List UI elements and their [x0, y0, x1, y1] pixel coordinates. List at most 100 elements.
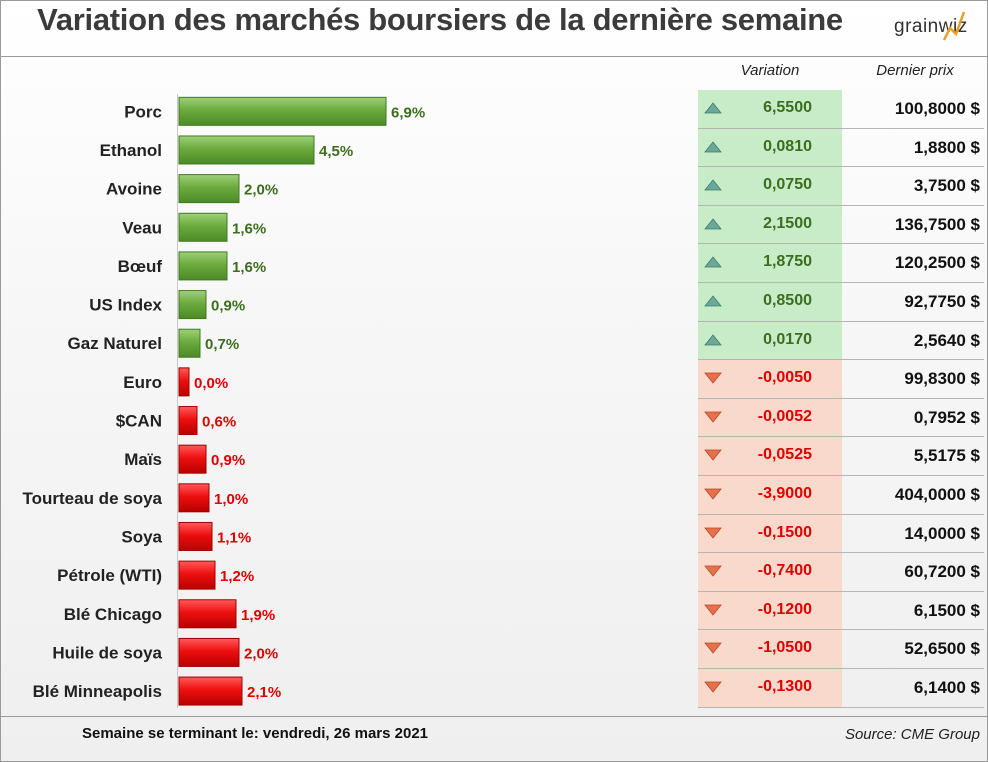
variation-value: 1,8750 — [763, 253, 812, 271]
variation-cell: 0,0170 — [698, 321, 842, 360]
variation-value: 0,0170 — [763, 330, 812, 348]
table-row: 0,0810 1,8800 $ — [698, 128, 984, 168]
last-price-value: 0,7952 $ — [913, 407, 980, 427]
triangle-down-icon — [704, 411, 722, 423]
last-price-value: 1,8800 $ — [913, 137, 980, 157]
variation-value: -0,0525 — [757, 446, 812, 464]
last-price-value: 52,6500 $ — [904, 639, 980, 659]
bar-tourteau-de-soya — [178, 483, 210, 513]
last-price-value: 6,1500 $ — [913, 600, 980, 620]
bar-bl-chicago — [178, 599, 237, 629]
category-label: Veau — [122, 218, 162, 237]
variation-cell: 2,1500 — [698, 205, 842, 244]
category-label: US Index — [89, 296, 162, 315]
variation-cell: 1,8750 — [698, 244, 842, 282]
triangle-up-icon — [704, 179, 722, 191]
data-label: 1,6% — [232, 220, 266, 237]
data-label: 0,7% — [205, 336, 239, 353]
variation-cell: -0,1300 — [698, 668, 842, 707]
last-price-value: 6,1400 $ — [913, 677, 980, 697]
category-label: Blé Minneapolis — [33, 682, 162, 701]
bar-avoine — [178, 174, 240, 204]
category-label: Gaz Naturel — [68, 334, 162, 353]
bar-euro — [178, 367, 190, 397]
logo-chart-icon — [942, 11, 966, 41]
last-price-value: 2,5640 $ — [913, 330, 980, 350]
triangle-down-icon — [704, 642, 722, 654]
grainwiz-logo: grainwiz — [894, 4, 982, 46]
data-label: 0,6% — [202, 414, 236, 431]
variation-value: -0,1200 — [757, 600, 812, 618]
table-row: 0,0750 3,7500 $ — [698, 167, 984, 206]
triangle-down-icon — [704, 604, 722, 616]
last-price-value: 100,8000 $ — [894, 99, 980, 118]
bar--can — [178, 406, 198, 436]
variation-cell: -3,9000 — [698, 475, 842, 514]
table-row: -0,0525 5,5175 $ — [698, 437, 984, 476]
variation-value: -3,9000 — [757, 484, 812, 502]
table-row: -0,1200 6,1500 $ — [698, 591, 984, 631]
triangle-up-icon — [704, 140, 722, 152]
table-row: -0,7400 60,7200 $ — [698, 553, 984, 592]
triangle-up-icon — [704, 295, 722, 307]
variation-value: -0,0050 — [757, 369, 812, 387]
column-header-last-price: Dernier prix — [876, 62, 954, 79]
variation-cell: -0,1200 — [698, 591, 842, 630]
bar-b-uf — [178, 251, 228, 281]
variation-cell: -0,0525 — [698, 437, 842, 475]
triangle-down-icon — [704, 372, 722, 384]
triangle-up-icon — [704, 256, 722, 268]
variation-cell: 0,0750 — [698, 167, 842, 205]
variation-value: -0,1500 — [757, 523, 812, 541]
table-row: -1,0500 52,6500 $ — [698, 630, 984, 669]
data-label: 1,1% — [217, 529, 251, 546]
variation-cell: 0,0810 — [698, 128, 842, 167]
variation-cell: 6,5500 — [698, 90, 842, 128]
variation-value: -0,7400 — [757, 562, 812, 580]
variation-value: 0,0750 — [763, 176, 812, 194]
data-label: 4,5% — [319, 143, 353, 160]
triangle-up-icon — [704, 333, 722, 345]
bar-veau — [178, 212, 228, 242]
last-price-value: 92,7750 $ — [904, 291, 980, 311]
variation-value: 2,1500 — [763, 214, 812, 232]
bar-porc — [178, 96, 387, 126]
data-label: 2,0% — [244, 645, 278, 662]
variation-value: 6,5500 — [763, 99, 812, 116]
data-label: 0,9% — [211, 298, 245, 315]
title-divider — [0, 56, 988, 57]
bar-bl-minneapolis — [178, 676, 243, 706]
data-label: 6,9% — [391, 104, 425, 121]
category-label: $CAN — [116, 412, 162, 431]
variation-cell: -1,0500 — [698, 630, 842, 668]
bar-us-index — [178, 290, 207, 320]
variation-value: 0,0810 — [763, 137, 812, 155]
bar-ma-s — [178, 444, 207, 474]
week-ending-label: Semaine se terminant le: vendredi, 26 ma… — [82, 725, 429, 742]
page-title: Variation des marchés boursiers de la de… — [37, 2, 843, 37]
data-label: 1,6% — [232, 259, 266, 276]
triangle-down-icon — [704, 565, 722, 577]
category-label: Ethanol — [100, 141, 162, 160]
variation-cell: -0,0052 — [698, 398, 842, 437]
data-label: 2,0% — [244, 182, 278, 199]
category-label: Maïs — [124, 450, 162, 469]
table-row: 2,1500 136,7500 $ — [698, 205, 984, 245]
category-label: Porc — [124, 102, 162, 121]
table-row: 0,0170 2,5640 $ — [698, 321, 984, 361]
category-label: Huile de soya — [52, 643, 162, 662]
category-label: Euro — [123, 373, 162, 392]
footer-divider — [0, 716, 988, 717]
last-price-value: 99,8300 $ — [904, 369, 980, 389]
last-price-value: 136,7500 $ — [894, 214, 980, 234]
data-label: 1,9% — [241, 607, 275, 624]
last-price-value: 120,2500 $ — [894, 253, 980, 273]
table-row: -0,1300 6,1400 $ — [698, 668, 984, 708]
data-label: 1,2% — [220, 568, 254, 585]
last-price-value: 5,5175 $ — [913, 446, 980, 466]
table-row: 0,8500 92,7750 $ — [698, 282, 984, 322]
variation-cell: -0,7400 — [698, 553, 842, 591]
bar-soya — [178, 521, 213, 551]
variation-cell: -0,0050 — [698, 360, 842, 398]
table-row: -3,9000 404,0000 $ — [698, 475, 984, 515]
